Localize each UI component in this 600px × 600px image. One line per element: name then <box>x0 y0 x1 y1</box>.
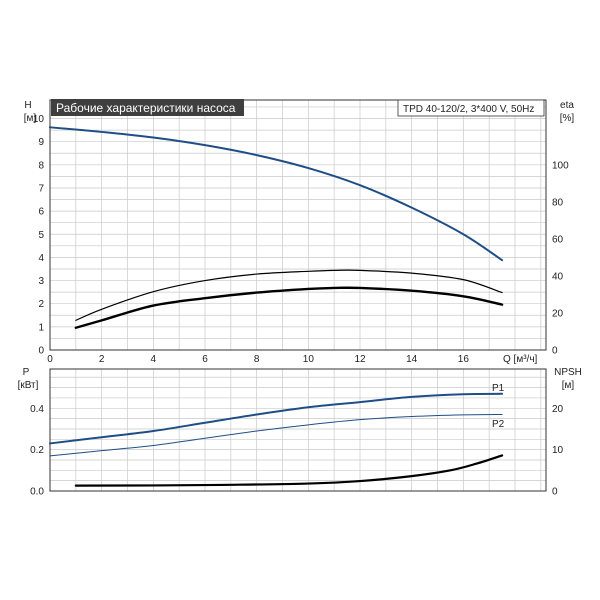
p-tick-label: 0.4 <box>30 404 44 415</box>
model-label: TPD 40-120/2, 3*400 V, 50Hz <box>403 104 534 115</box>
bottom-panel-series <box>49 392 504 487</box>
x-tick-label: 4 <box>151 354 157 365</box>
npsh-tick-label: 20 <box>552 404 564 415</box>
eta-tick-label: 100 <box>552 160 569 171</box>
x-tick-label: 16 <box>458 354 470 365</box>
h-tick-label: 5 <box>38 230 44 241</box>
h-tick-label: 6 <box>38 207 44 218</box>
pump-head-curve <box>49 126 504 262</box>
bottom-panel-grid <box>50 369 546 491</box>
x-tick-label: 10 <box>303 354 315 365</box>
eta-axis-label: eta <box>560 100 574 111</box>
x-tick-label: 8 <box>254 354 260 365</box>
bottom-panel-frame <box>49 368 547 492</box>
h-tick-label: 4 <box>38 253 44 264</box>
x-tick-label: 12 <box>354 354 366 365</box>
npsh-axis-label: NPSH <box>554 367 582 378</box>
series-label-p1: P1 <box>492 383 505 394</box>
h-tick-label: 8 <box>38 160 44 171</box>
efficiency-curve-thin <box>75 269 503 321</box>
x-tick-label: 14 <box>406 354 418 365</box>
p-axis-unit: [кВт] <box>18 380 39 391</box>
eta-tick-label: 20 <box>552 308 564 319</box>
x-tick-label: 2 <box>99 354 105 365</box>
model-label-box <box>397 99 545 117</box>
efficiency-curve-thick <box>74 286 504 329</box>
chart-title: Рабочие характеристики насоса <box>56 101 236 115</box>
x-tick-label: 0 <box>47 354 53 365</box>
h-tick-label: 3 <box>38 276 44 287</box>
q-axis-label: Q [м³/ч] <box>503 354 538 365</box>
eta-tick-label: 80 <box>552 197 564 208</box>
tick-labels: 0 2 4 6 8 10 12 14 160123456789100204060801000.0… <box>30 114 569 497</box>
h-tick-label: 10 <box>33 114 45 125</box>
top-panel-frame <box>49 99 547 351</box>
npsh-axis-unit: [м] <box>562 380 575 391</box>
npsh-curve <box>74 454 504 487</box>
eta-tick-label: 40 <box>552 271 564 282</box>
series-label-p2: P2 <box>492 419 505 430</box>
eta-tick-label: 60 <box>552 234 564 245</box>
h-tick-label: 0 <box>38 346 44 357</box>
eta-axis-unit: [%] <box>560 113 575 124</box>
h-tick-label: 2 <box>38 299 44 310</box>
top-panel-series <box>49 126 504 329</box>
h-tick-label: 9 <box>38 137 44 148</box>
h-axis-label: H <box>24 100 31 111</box>
chart-title-box <box>51 99 244 116</box>
p-tick-label: 0.2 <box>30 445 44 456</box>
x-tick-label: 6 <box>202 354 208 365</box>
p-axis-label: P <box>23 367 30 378</box>
power-p2-curve <box>49 413 503 457</box>
power-p1-curve <box>49 392 504 445</box>
h-tick-label: 7 <box>38 183 44 194</box>
eta-tick-label: 0 <box>552 346 558 357</box>
npsh-tick-label: 0 <box>552 487 558 498</box>
npsh-tick-label: 10 <box>552 445 564 456</box>
h-axis-unit: [м] <box>24 113 37 124</box>
h-tick-label: 1 <box>38 322 44 333</box>
p-tick-label: 0.0 <box>30 487 44 498</box>
